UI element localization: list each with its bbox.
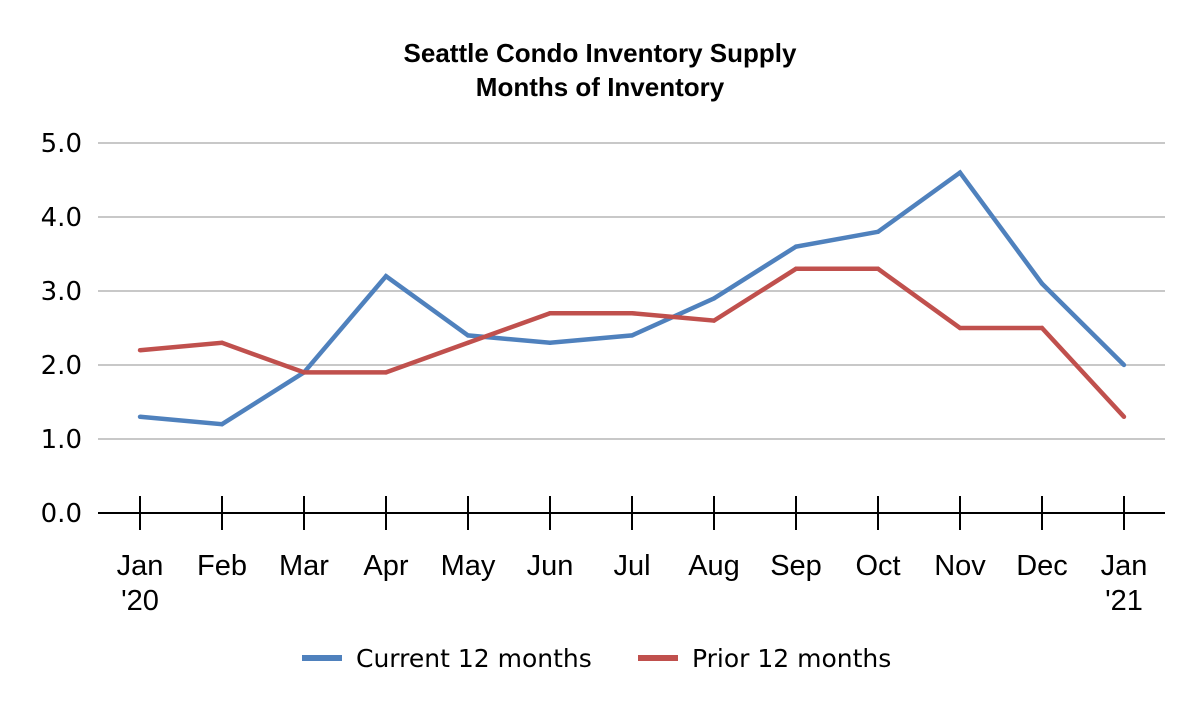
x-tick-label-line: Aug [688,550,740,582]
data-point [711,318,717,323]
x-tick-label: Jul [613,550,650,582]
y-tick-label: 0.0 [41,499,82,529]
x-tick-label-line: Jun [527,550,574,582]
data-point [137,348,143,353]
data-point [793,244,799,249]
data-point [957,325,963,331]
x-tick-label-line: Apr [363,550,408,582]
legend-label: Prior 12 months [692,644,891,673]
data-point [875,266,881,271]
x-tick-label: Feb [197,550,247,582]
data-point [301,370,307,375]
legend: Current 12 months Prior 12 months [302,644,891,673]
data-point [383,370,389,375]
chart-subtitle: Months of Inventory [476,72,725,102]
x-tick-label-line: '20 [121,585,159,617]
data-point [219,422,225,427]
x-tick-label: Aug [688,550,740,582]
data-point [629,333,635,338]
x-tick-label: Sep [770,550,822,582]
data-point [547,311,553,316]
data-point [1121,362,1127,368]
x-tick-label: Apr [363,550,408,582]
chart-title: Seattle Condo Inventory Supply [404,38,797,68]
series-lines [137,169,1127,427]
x-tick-label-line: Oct [855,550,900,582]
x-tick-label: Dec [1016,550,1068,582]
x-tick-label-line: Feb [197,550,247,582]
x-tick-label-line: '21 [1105,585,1143,617]
data-point [1039,281,1045,286]
data-point [137,414,143,419]
data-point [547,340,553,345]
y-tick-label: 5.0 [41,129,82,159]
legend-item-prior: Prior 12 months [638,644,891,673]
y-tick-label: 2.0 [41,351,82,381]
gridlines [98,142,1165,440]
data-point [1039,325,1045,331]
x-tick-label: Nov [934,550,986,582]
data-point [793,266,799,271]
x-tick-label: Jan '20 [117,550,164,617]
legend-item-current: Current 12 months [302,644,592,673]
y-axis-tick-labels: 0.0 1.0 2.0 3.0 4.0 5.0 [41,129,82,529]
data-point [1121,414,1127,419]
x-tick-label-line: Nov [934,550,986,582]
data-point [465,340,471,345]
x-axis [98,496,1165,530]
x-tick-label-line: Jan [117,550,164,582]
x-tick-label: Oct [855,550,900,582]
data-point [711,296,717,301]
x-tick-label: Jan '21 [1101,550,1148,617]
data-point [629,311,635,316]
y-tick-label: 4.0 [41,203,82,233]
x-tick-label-line: Jul [613,550,650,582]
data-point [383,274,389,279]
series-line-current [139,169,1126,427]
x-tick-label-line: Dec [1016,550,1068,582]
data-point [219,340,225,345]
data-point [957,170,963,175]
x-tick-label: May [441,550,496,582]
x-tick-label-line: Sep [770,550,822,582]
legend-label: Current 12 months [356,644,592,673]
x-tick-label-line: May [441,550,496,582]
x-tick-label-line: Mar [279,550,329,582]
y-tick-label: 1.0 [41,425,82,455]
data-point [875,229,881,234]
x-tick-label: Jun [527,550,574,582]
y-tick-label: 3.0 [41,277,82,307]
data-point [465,333,471,338]
x-tick-label-line: Jan [1101,550,1148,582]
x-tick-label: Mar [279,550,329,582]
